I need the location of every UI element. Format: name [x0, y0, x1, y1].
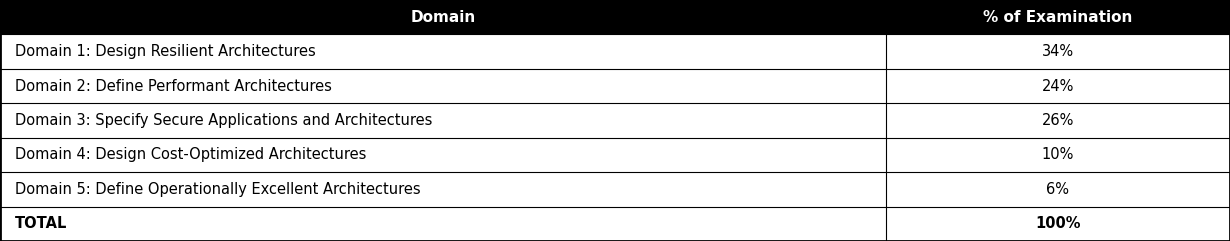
Bar [0, 138, 1230, 172]
Text: 100%: 100% [1036, 216, 1080, 231]
Bar [0, 34, 1230, 69]
Text: Domain 3: Specify Secure Applications and Architectures: Domain 3: Specify Secure Applications an… [15, 113, 432, 128]
Text: Domain 1: Design Resilient Architectures: Domain 1: Design Resilient Architectures [15, 44, 316, 59]
Text: 24%: 24% [1042, 79, 1074, 94]
Text: 6%: 6% [1047, 182, 1069, 197]
Bar [0, 103, 1230, 138]
Text: Domain: Domain [410, 10, 476, 25]
Bar [0, 207, 1230, 241]
Text: 34%: 34% [1042, 44, 1074, 59]
Text: 10%: 10% [1042, 147, 1074, 162]
Bar [0, 172, 1230, 207]
Text: 26%: 26% [1042, 113, 1074, 128]
Bar [0, 69, 1230, 103]
Text: Domain 5: Define Operationally Excellent Architectures: Domain 5: Define Operationally Excellent… [15, 182, 421, 197]
Text: % of Examination: % of Examination [983, 10, 1133, 25]
Text: Domain 4: Design Cost-Optimized Architectures: Domain 4: Design Cost-Optimized Architec… [15, 147, 367, 162]
Text: Domain 2: Define Performant Architectures: Domain 2: Define Performant Architecture… [15, 79, 332, 94]
Text: TOTAL: TOTAL [15, 216, 68, 231]
Bar [0, 0, 1230, 34]
